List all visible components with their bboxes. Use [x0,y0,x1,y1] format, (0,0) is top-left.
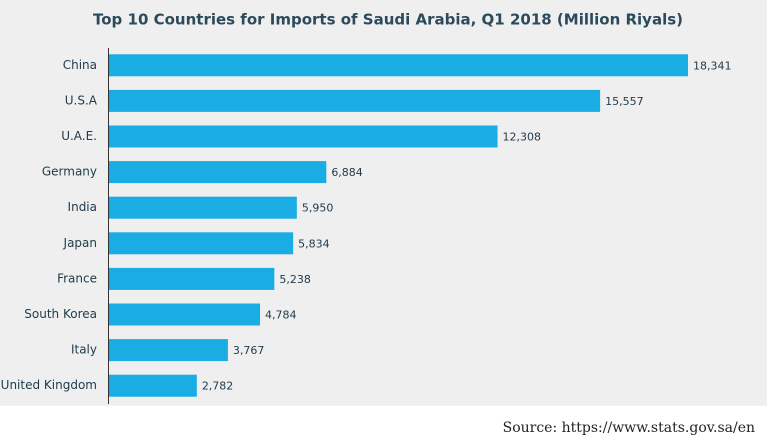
category-label: Japan [63,236,97,250]
bar [109,161,327,184]
category-label: Italy [71,343,97,357]
bar [109,374,197,397]
value-label: 15,557 [605,95,644,108]
bar [109,125,498,148]
category-label: U.S.A [65,93,98,107]
category-label: United Kingdom [1,378,97,392]
category-label: France [57,271,97,285]
category-label: U.A.E. [61,129,97,143]
source-note: Source: https://www.stats.gov.sa/en [503,420,755,436]
value-label: 5,834 [298,237,330,250]
category-label: Germany [42,165,97,179]
category-label: South Korea [24,307,97,321]
value-label: 4,784 [265,309,297,322]
value-label: 6,884 [331,166,363,179]
value-label: 2,782 [202,380,234,393]
value-label: 5,950 [302,202,334,215]
bar [109,232,294,255]
chart-title: Top 10 Countries for Imports of Saudi Ar… [93,11,683,29]
bar [109,303,261,326]
bar [109,196,297,219]
value-label: 18,341 [693,59,732,72]
value-label: 5,238 [279,273,311,286]
category-label: China [63,58,97,72]
value-label: 12,308 [503,131,541,144]
bar [109,267,275,290]
category-label: India [68,200,97,214]
bar [109,339,228,362]
bar [109,54,688,77]
bar [109,89,601,112]
value-label: 3,767 [233,344,265,357]
